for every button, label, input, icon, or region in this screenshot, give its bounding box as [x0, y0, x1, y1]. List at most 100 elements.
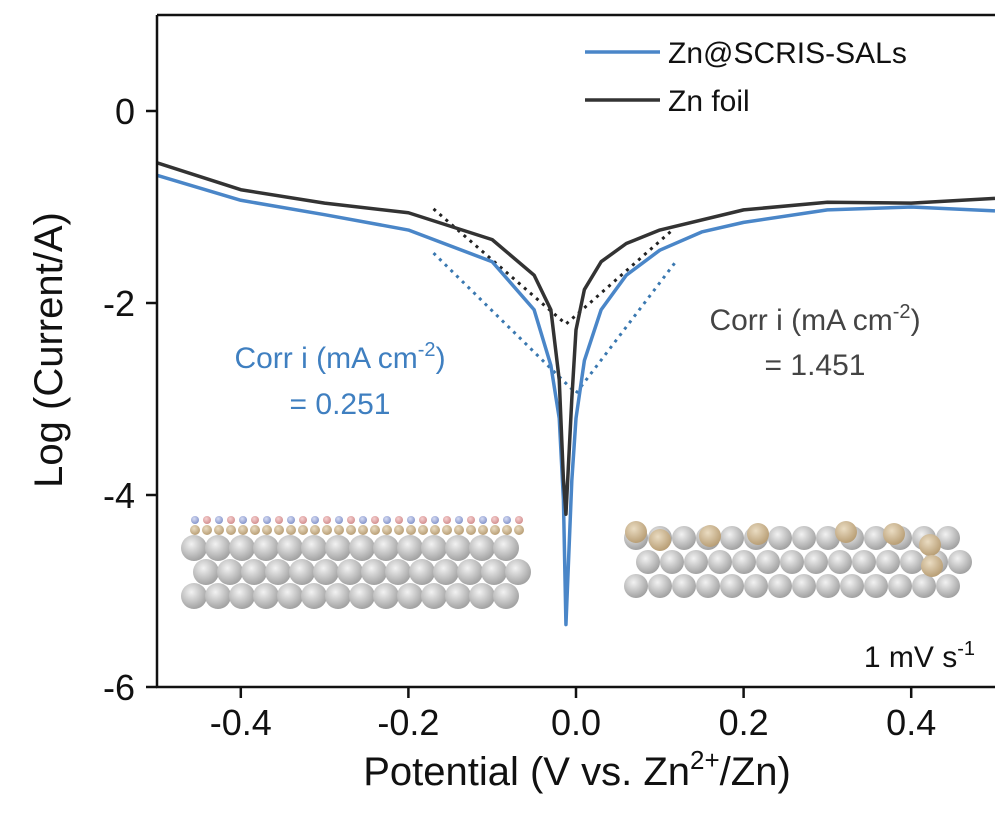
legend-label: Zn foil: [668, 85, 750, 118]
atom: [287, 516, 295, 524]
plot-area: [157, 161, 995, 627]
atom: [921, 555, 943, 577]
atom: [684, 550, 708, 574]
atom: [792, 526, 816, 550]
atom: [672, 526, 696, 550]
x-label-after: /Zn): [720, 750, 791, 794]
atom: [265, 559, 291, 585]
atom: [478, 525, 488, 535]
y-tick-label: -6: [103, 667, 135, 708]
atom: [649, 529, 671, 551]
x-tick-label: -0.2: [377, 702, 439, 743]
atom: [835, 521, 857, 543]
atom: [876, 550, 900, 574]
atom: [804, 550, 828, 574]
annotation-text: 1 mV s: [864, 641, 957, 674]
atom: [226, 525, 236, 535]
atom: [349, 583, 375, 609]
atom: [346, 525, 356, 535]
atom: [310, 525, 320, 535]
atom: [442, 525, 452, 535]
atom: [193, 559, 219, 585]
annotation-sup: -2: [893, 301, 911, 323]
atom: [672, 574, 696, 598]
atom: [936, 526, 960, 550]
atom: [277, 535, 303, 561]
atom: [347, 516, 355, 524]
atom: [190, 525, 200, 535]
atom: [373, 583, 399, 609]
atom: [493, 583, 519, 609]
atom: [840, 574, 864, 598]
atom: [385, 559, 411, 585]
atom: [215, 516, 223, 524]
legend-label: Zn@SCRIS-SALs: [668, 37, 907, 70]
atom: [503, 516, 511, 524]
atom: [514, 525, 524, 535]
atom: [253, 583, 279, 609]
y-tick-label: -2: [103, 283, 135, 324]
atom: [445, 535, 471, 561]
annotation-text: Corr i (mA cm: [234, 342, 417, 375]
atom: [383, 516, 391, 524]
atom: [250, 525, 260, 535]
atom: [469, 535, 495, 561]
atom: [301, 583, 327, 609]
legend: Zn@SCRIS-SALs Zn foil: [585, 37, 907, 118]
atom: [349, 535, 375, 561]
atom: [720, 526, 744, 550]
atom: [430, 525, 440, 535]
annotation-after: ): [911, 304, 921, 337]
y-tick-label: 0: [115, 91, 135, 132]
atom: [373, 535, 399, 561]
atom: [505, 559, 531, 585]
atom: [418, 525, 428, 535]
atom: [298, 525, 308, 535]
atom: [744, 574, 768, 598]
atom: [491, 516, 499, 524]
atom: [467, 516, 475, 524]
atom: [515, 516, 523, 524]
atom: [864, 574, 888, 598]
atom: [479, 516, 487, 524]
atom: [239, 516, 247, 524]
x-label-text: Potential (V vs. Zn: [363, 750, 690, 794]
atom: [313, 559, 339, 585]
y-axis-label: Log (Current/A): [27, 212, 71, 488]
atom: [397, 583, 423, 609]
atom: [203, 516, 211, 524]
atom: [445, 583, 471, 609]
atom: [768, 574, 792, 598]
atom: [289, 559, 315, 585]
atom: [852, 550, 876, 574]
atom: [253, 535, 279, 561]
series-line: [157, 161, 995, 516]
atom: [481, 559, 507, 585]
atom: [370, 525, 380, 535]
atom: [419, 516, 427, 524]
atom: [251, 516, 259, 524]
atom: [191, 516, 199, 524]
annotation-value: = 0.251: [290, 388, 391, 421]
atom: [625, 521, 647, 543]
atom: [699, 525, 721, 547]
atom: [421, 535, 447, 561]
atom: [888, 574, 912, 598]
axes: -6 -4 -2 0 -0.4 -0.2 0.0 0.2 0.4: [103, 13, 995, 743]
series-line: [157, 173, 995, 627]
atom: [358, 525, 368, 535]
atom: [756, 550, 780, 574]
x-tick-label: -0.4: [210, 702, 272, 743]
atom: [900, 550, 924, 574]
atom: [311, 516, 319, 524]
atom: [816, 574, 840, 598]
atom: [720, 574, 744, 598]
annotation: Corr i (mA cm-2): [234, 339, 445, 375]
atom: [325, 535, 351, 561]
annotation: 1 mV s-1: [864, 638, 975, 674]
atom: [747, 523, 769, 545]
atom: [732, 550, 756, 574]
atom: [409, 559, 435, 585]
atom: [371, 516, 379, 524]
annotation-text: Corr i (mA cm: [709, 304, 892, 337]
